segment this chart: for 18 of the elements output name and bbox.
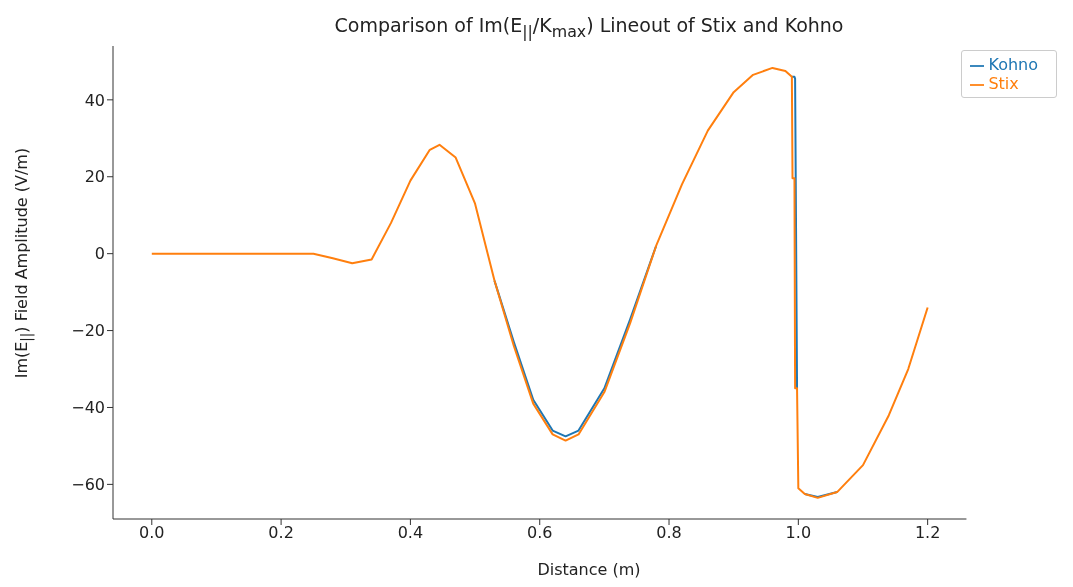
x-tick-label: 0.2	[268, 523, 294, 543]
x-tick-label: 1.0	[785, 523, 812, 543]
chart-title: Comparison of Im(E$_{||}$/K$_{max}$) Lineout of Stix and Kohno	[333, 14, 845, 41]
y-tick-label: −60	[71, 475, 105, 495]
x-tick-label: 1.2	[914, 523, 941, 543]
y-tick-label: −20	[71, 321, 105, 341]
x-axis-title: Distance (m)	[536, 560, 642, 579]
x-tick-label: 0.4	[397, 523, 424, 543]
y-tick-label: 20	[84, 167, 105, 187]
legend-label: Kohno	[988, 55, 1038, 74]
y-tick-label: −40	[71, 398, 105, 418]
legend-label: Stix	[988, 74, 1019, 93]
line-series	[150, 66, 929, 499]
x-tick-label: 0.0	[139, 523, 165, 543]
x-tick-label: 0.6	[526, 523, 553, 543]
y-tick-label: 0	[94, 244, 105, 264]
y-tick-label: 40	[84, 90, 105, 110]
x-tick-label: 0.8	[656, 523, 682, 543]
